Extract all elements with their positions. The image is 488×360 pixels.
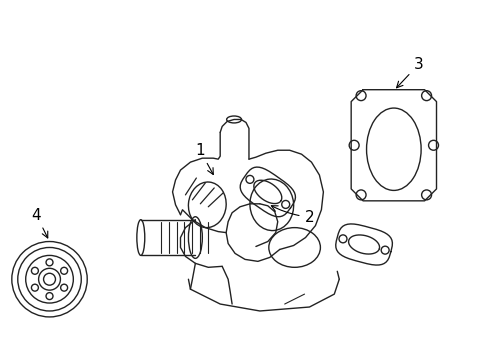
Text: 2: 2	[271, 206, 313, 225]
Text: 3: 3	[396, 57, 423, 88]
Text: 1: 1	[195, 143, 213, 175]
Text: 4: 4	[32, 208, 48, 238]
